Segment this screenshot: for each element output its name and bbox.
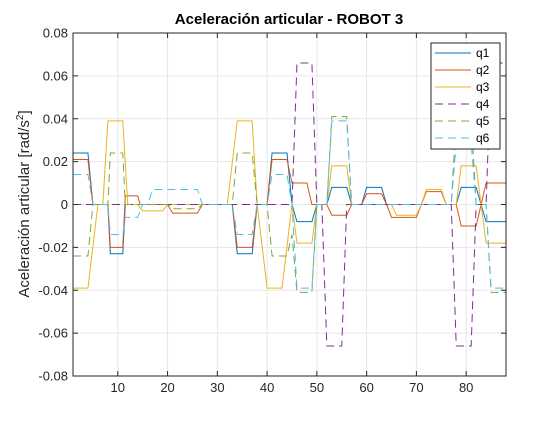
y-axis-label-end: ] — [16, 110, 33, 114]
legend-label-q1: q1 — [476, 46, 490, 60]
x-tick-label: 60 — [359, 380, 373, 395]
x-tick-label: 20 — [160, 380, 174, 395]
y-tick-label: 0.06 — [43, 68, 68, 83]
legend: q1 q2 q3 q4 q5 q6 — [430, 42, 501, 150]
y-axis-label: Aceleración articular [rad/s2] — [15, 110, 33, 297]
y-tick-label: -0.06 — [38, 326, 68, 341]
series-line-q2 — [73, 158, 506, 248]
legend-label-q5: q5 — [476, 114, 490, 128]
y-tick-label: 0.08 — [43, 26, 68, 41]
legend-label-q2: q2 — [476, 63, 490, 77]
y-tick-label: -0.02 — [38, 240, 68, 255]
x-tick-label: 10 — [111, 380, 125, 395]
series-line-q4 — [73, 62, 506, 347]
chart-title: Aceleración articular - ROBOT 3 — [175, 11, 403, 28]
x-tick-label: 70 — [409, 380, 423, 395]
legend-label-q4: q4 — [476, 97, 490, 111]
y-tick-label: -0.08 — [38, 369, 68, 384]
y-axis-label-main: Aceleración articular [rad/s — [16, 120, 33, 298]
x-tick-label: 50 — [310, 380, 324, 395]
y-tick-label: -0.04 — [38, 283, 68, 298]
y-tick-label: 0.02 — [43, 154, 68, 169]
y-tick-label: 0 — [61, 197, 68, 212]
y-axis-label-exponent: 2 — [15, 114, 26, 120]
legend-box — [430, 42, 501, 150]
x-tick-label: 80 — [459, 380, 473, 395]
series-line-q6 — [73, 120, 506, 289]
x-tick-label: 30 — [210, 380, 224, 395]
legend-label-q6: q6 — [476, 131, 490, 145]
y-tick-label: 0.04 — [43, 111, 68, 126]
legend-label-q3: q3 — [476, 80, 490, 94]
x-tick-label: 40 — [260, 380, 274, 395]
